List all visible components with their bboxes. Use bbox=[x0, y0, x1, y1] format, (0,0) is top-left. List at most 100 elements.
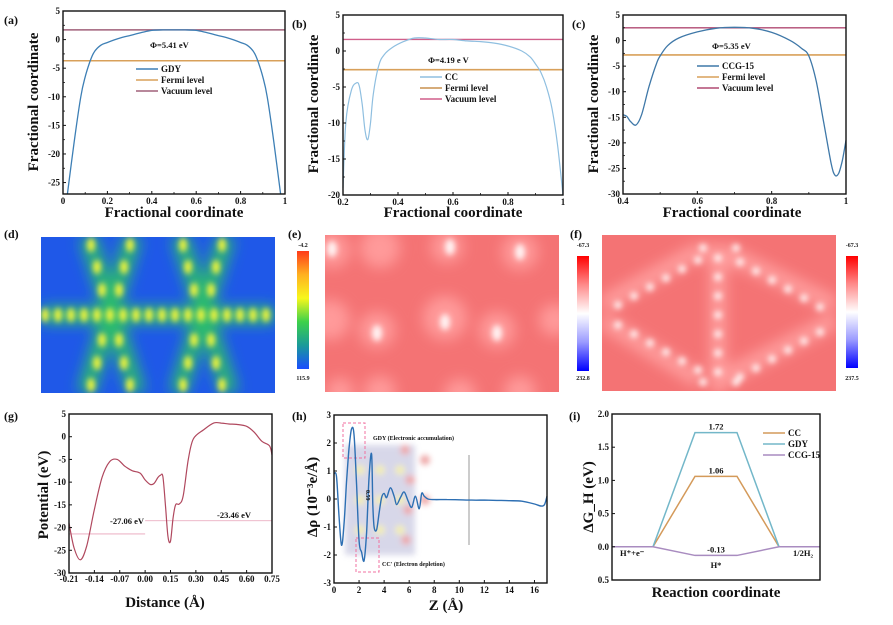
atom-spot bbox=[714, 292, 722, 300]
atom-spot bbox=[218, 378, 226, 392]
atom-spot bbox=[262, 308, 270, 322]
hot bbox=[327, 239, 525, 341]
atom-spot bbox=[80, 308, 88, 322]
series-line-cc bbox=[342, 37, 564, 196]
x-axis-label: Distance (Å) bbox=[125, 595, 205, 611]
atom-spot bbox=[662, 348, 670, 356]
value-label-ccg-15: -0.13 bbox=[707, 544, 725, 554]
atom-spot bbox=[515, 244, 525, 260]
atom-spot bbox=[184, 308, 192, 322]
panel-e: (e) -67.3 232.8 bbox=[288, 227, 590, 392]
colorbar-min-label: 237.5 bbox=[845, 376, 859, 382]
atom-spot bbox=[752, 267, 760, 275]
atom-spot bbox=[184, 260, 192, 274]
heatmap-d bbox=[41, 237, 275, 393]
x-tick-label: 8 bbox=[432, 585, 437, 595]
plot-frame bbox=[68, 413, 273, 574]
atom-spot bbox=[106, 308, 114, 322]
x-tick-label: 0 bbox=[61, 196, 66, 206]
atom bbox=[355, 465, 365, 475]
x-tick-label: 16 bbox=[530, 585, 540, 595]
y-tick-label: -15 bbox=[54, 500, 66, 510]
atom-spot bbox=[184, 356, 192, 370]
x-tick-label: 0.45 bbox=[213, 574, 229, 584]
y-tick-label: 3 bbox=[327, 410, 332, 420]
y-tick-label: 0 bbox=[327, 494, 332, 504]
depletion-annotation: CC' (Electron depletion) bbox=[382, 561, 445, 568]
y-tick-label: 5 bbox=[616, 10, 621, 20]
x-tick-label: 10 bbox=[455, 585, 465, 595]
x-tick-label: 14 bbox=[505, 585, 515, 595]
atom bbox=[375, 465, 385, 475]
x-tick-label: 0.8 bbox=[766, 196, 778, 206]
legend-entry: Fermi level bbox=[722, 72, 766, 82]
glow-region bbox=[364, 376, 396, 392]
atom bbox=[355, 525, 365, 535]
atom-spot bbox=[714, 273, 722, 281]
legend-entry: Fermi level bbox=[445, 83, 489, 93]
y-tick-label: -10 bbox=[48, 92, 60, 102]
legend-entry: Fermi level bbox=[161, 75, 205, 85]
atom-spot bbox=[800, 337, 808, 345]
charge-band bbox=[602, 313, 705, 387]
y-tick-label: -2 bbox=[324, 550, 332, 560]
atom-spot bbox=[372, 325, 382, 341]
level-annotation: -23.46 eV bbox=[217, 510, 252, 520]
y-tick-label: -10 bbox=[54, 477, 66, 487]
work-function-annotation: Φ=4.19 e V bbox=[428, 55, 470, 65]
panel-label: (e) bbox=[288, 227, 301, 241]
y-tick-label: -15 bbox=[608, 112, 620, 122]
atom-spot bbox=[87, 238, 95, 252]
y-tick-label: 0.5 bbox=[598, 575, 610, 585]
x-tick-label: 0.4 bbox=[617, 196, 629, 206]
y-axis-label: Potential (eV) bbox=[36, 451, 52, 540]
atom-spot bbox=[662, 274, 670, 282]
legend-entry: Vacuum level bbox=[722, 83, 774, 93]
atom bbox=[405, 475, 415, 485]
atom-spot bbox=[115, 283, 123, 297]
legend-entry: CC bbox=[445, 72, 458, 82]
x-tick-label: 1 bbox=[283, 196, 288, 206]
x-tick-label: -0.07 bbox=[110, 574, 129, 584]
heatmap-f bbox=[602, 235, 836, 391]
glow-region bbox=[326, 378, 354, 392]
x-tick-label: -0.14 bbox=[85, 574, 104, 584]
x-tick-label: 0.2 bbox=[102, 196, 114, 206]
legend-entry: Vacuum level bbox=[445, 94, 497, 104]
heatmap-e bbox=[325, 235, 559, 392]
colorbar-max-label: -67.3 bbox=[577, 243, 590, 249]
atom-spot bbox=[768, 355, 776, 363]
x-tick-label: 0.4 bbox=[392, 197, 404, 207]
series-line-ccg-15 bbox=[622, 26, 847, 177]
state-label: H* bbox=[711, 560, 722, 570]
legend-entry: GDY bbox=[161, 64, 182, 74]
y-tick-label: -20 bbox=[328, 190, 340, 200]
x-tick-label: 12 bbox=[480, 585, 490, 595]
value-label-cc: 1.06 bbox=[709, 465, 724, 475]
atom-spots bbox=[41, 238, 270, 392]
atom-spot bbox=[158, 308, 166, 322]
atom-spot bbox=[699, 378, 707, 386]
atom-spot bbox=[678, 357, 686, 365]
y-tick-label: -5 bbox=[333, 82, 341, 92]
atom-spot bbox=[440, 314, 450, 330]
x-tick-label: 2 bbox=[357, 585, 362, 595]
legend-entry: Vacuum level bbox=[161, 86, 213, 96]
x-tick-label: 0.6 bbox=[447, 197, 459, 207]
charge-band bbox=[602, 243, 704, 312]
x-axis-label: Z (Å) bbox=[429, 598, 464, 614]
colorbar-max-label: -67.3 bbox=[846, 243, 859, 249]
atom-spot bbox=[179, 378, 187, 392]
colorbar-max-label: -4.2 bbox=[298, 243, 308, 249]
y-tick-label: -20 bbox=[48, 149, 60, 159]
atom-spot bbox=[67, 308, 75, 322]
atom-spot bbox=[212, 356, 220, 370]
y-tick-label: 0.5 bbox=[598, 509, 610, 519]
x-tick-label: 1 bbox=[844, 196, 849, 206]
y-tick-label: 5 bbox=[62, 409, 67, 419]
y-tick-label: -5 bbox=[53, 63, 61, 73]
atom bbox=[400, 445, 410, 455]
y-tick-label: 5 bbox=[336, 10, 341, 20]
glow-region bbox=[325, 300, 350, 340]
